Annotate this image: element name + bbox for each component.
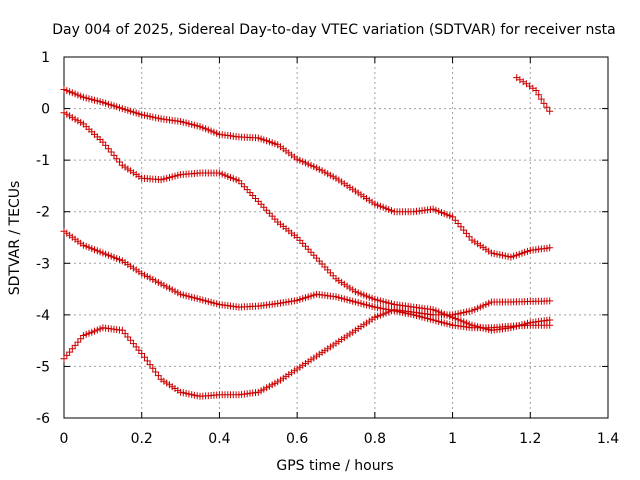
x-tick-label: 0.2 [131, 431, 153, 447]
x-tick-label: 1.2 [519, 431, 541, 447]
y-tick-label: 1 [41, 50, 50, 66]
satellite-track-4 [60, 297, 554, 400]
satellite-track-2-markers [60, 109, 554, 334]
satellite-track-1 [60, 86, 554, 261]
y-tick-label: -1 [36, 153, 50, 169]
grid-lines [64, 57, 608, 418]
satellite-track-5-markers [513, 74, 554, 115]
y-tick-label: 0 [41, 102, 50, 118]
y-tick-label: -4 [36, 308, 50, 324]
x-tick-label: 0.8 [364, 431, 386, 447]
y-tick-label: -3 [36, 256, 50, 272]
x-tick-label: 0.4 [208, 431, 230, 447]
satellite-track-5 [513, 74, 554, 115]
y-tick-label: -6 [36, 411, 50, 427]
y-tick-label: -5 [36, 359, 50, 375]
x-tick-label: 1 [448, 431, 457, 447]
x-tick-label: 0 [60, 431, 69, 447]
y-axis-label: SDTVAR / TECUs [7, 181, 23, 296]
satellite-track-2 [60, 109, 554, 334]
chart-title: Day 004 of 2025, Sidereal Day-to-day VTE… [52, 22, 615, 38]
satellite-track-4-markers [60, 297, 554, 400]
x-tick-labels: 0 0.2 0.4 0.6 0.8 1 1.2 1.4 [60, 431, 620, 447]
x-axis-label: GPS time / hours [276, 458, 393, 474]
y-tick-labels: 1 0 -1 -2 -3 -4 -5 -6 [36, 50, 50, 427]
plot-frame [63, 56, 609, 419]
data-marks [60, 74, 554, 400]
x-tick-label: 1.4 [597, 431, 619, 447]
x-tick-label: 0.6 [286, 431, 308, 447]
satellite-track-1-markers [60, 86, 554, 261]
axis-ticks [63, 56, 609, 419]
y-tick-label: -2 [36, 205, 50, 221]
